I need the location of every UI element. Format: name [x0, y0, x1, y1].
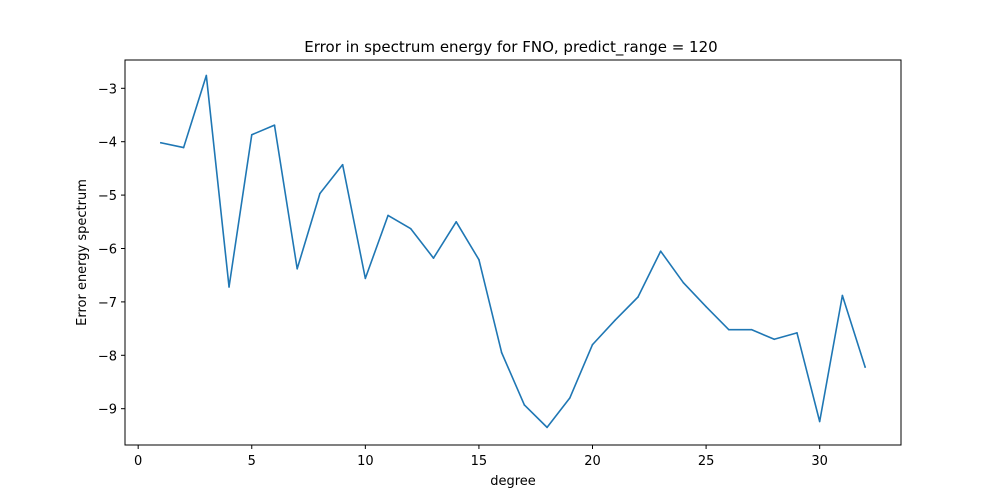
- data-point: [546, 426, 548, 429]
- data-point: [364, 277, 367, 280]
- chart-title: Error in spectrum energy for FNO, predic…: [304, 38, 717, 57]
- y-tick-label: −4: [98, 136, 117, 151]
- data-point: [773, 338, 776, 341]
- x-tick-label: 20: [584, 454, 601, 469]
- data-point: [341, 163, 344, 166]
- y-tick-label: −5: [98, 189, 117, 204]
- x-tick-label: 0: [134, 454, 142, 469]
- data-point: [614, 319, 617, 321]
- data-point: [273, 124, 276, 126]
- data-point: [319, 192, 321, 195]
- data-point: [455, 221, 458, 223]
- y-tick-label: −8: [98, 349, 117, 364]
- x-tick-label: 10: [357, 454, 374, 469]
- data-point: [864, 366, 866, 368]
- data-point: [387, 214, 389, 217]
- data-point: [568, 397, 571, 399]
- data-point: [841, 294, 844, 297]
- data-point: [432, 257, 435, 259]
- y-tick-label: −7: [98, 296, 117, 311]
- data-point: [296, 267, 298, 270]
- x-tick-label: 15: [471, 454, 488, 469]
- data-point: [728, 328, 730, 331]
- data-point: [160, 141, 162, 144]
- data-point: [796, 332, 798, 334]
- data-point: [500, 351, 503, 354]
- data-point: [705, 305, 707, 308]
- data-point: [818, 420, 821, 423]
- data-point: [478, 258, 480, 261]
- data-point: [250, 133, 253, 136]
- x-axis-label: degree: [490, 474, 536, 489]
- data-point: [637, 296, 639, 298]
- data-point: [228, 286, 230, 288]
- data-point: [659, 250, 662, 252]
- plot-area-frame: [124, 59, 902, 446]
- data-point: [682, 281, 685, 284]
- x-tick-label: 30: [811, 454, 828, 469]
- y-tick-label: −3: [98, 82, 117, 97]
- data-point: [591, 343, 594, 346]
- data-point: [205, 74, 208, 77]
- y-axis-label: Error energy spectrum: [75, 179, 90, 326]
- data-point: [182, 146, 185, 149]
- y-tick-label: −6: [98, 242, 117, 257]
- data-point: [409, 227, 412, 230]
- series-line: [159, 74, 867, 429]
- x-tick-label: 5: [248, 454, 256, 469]
- y-tick-label: −9: [98, 403, 117, 418]
- data-point: [523, 404, 526, 406]
- x-tick-label: 25: [698, 454, 715, 469]
- data-point: [750, 328, 753, 331]
